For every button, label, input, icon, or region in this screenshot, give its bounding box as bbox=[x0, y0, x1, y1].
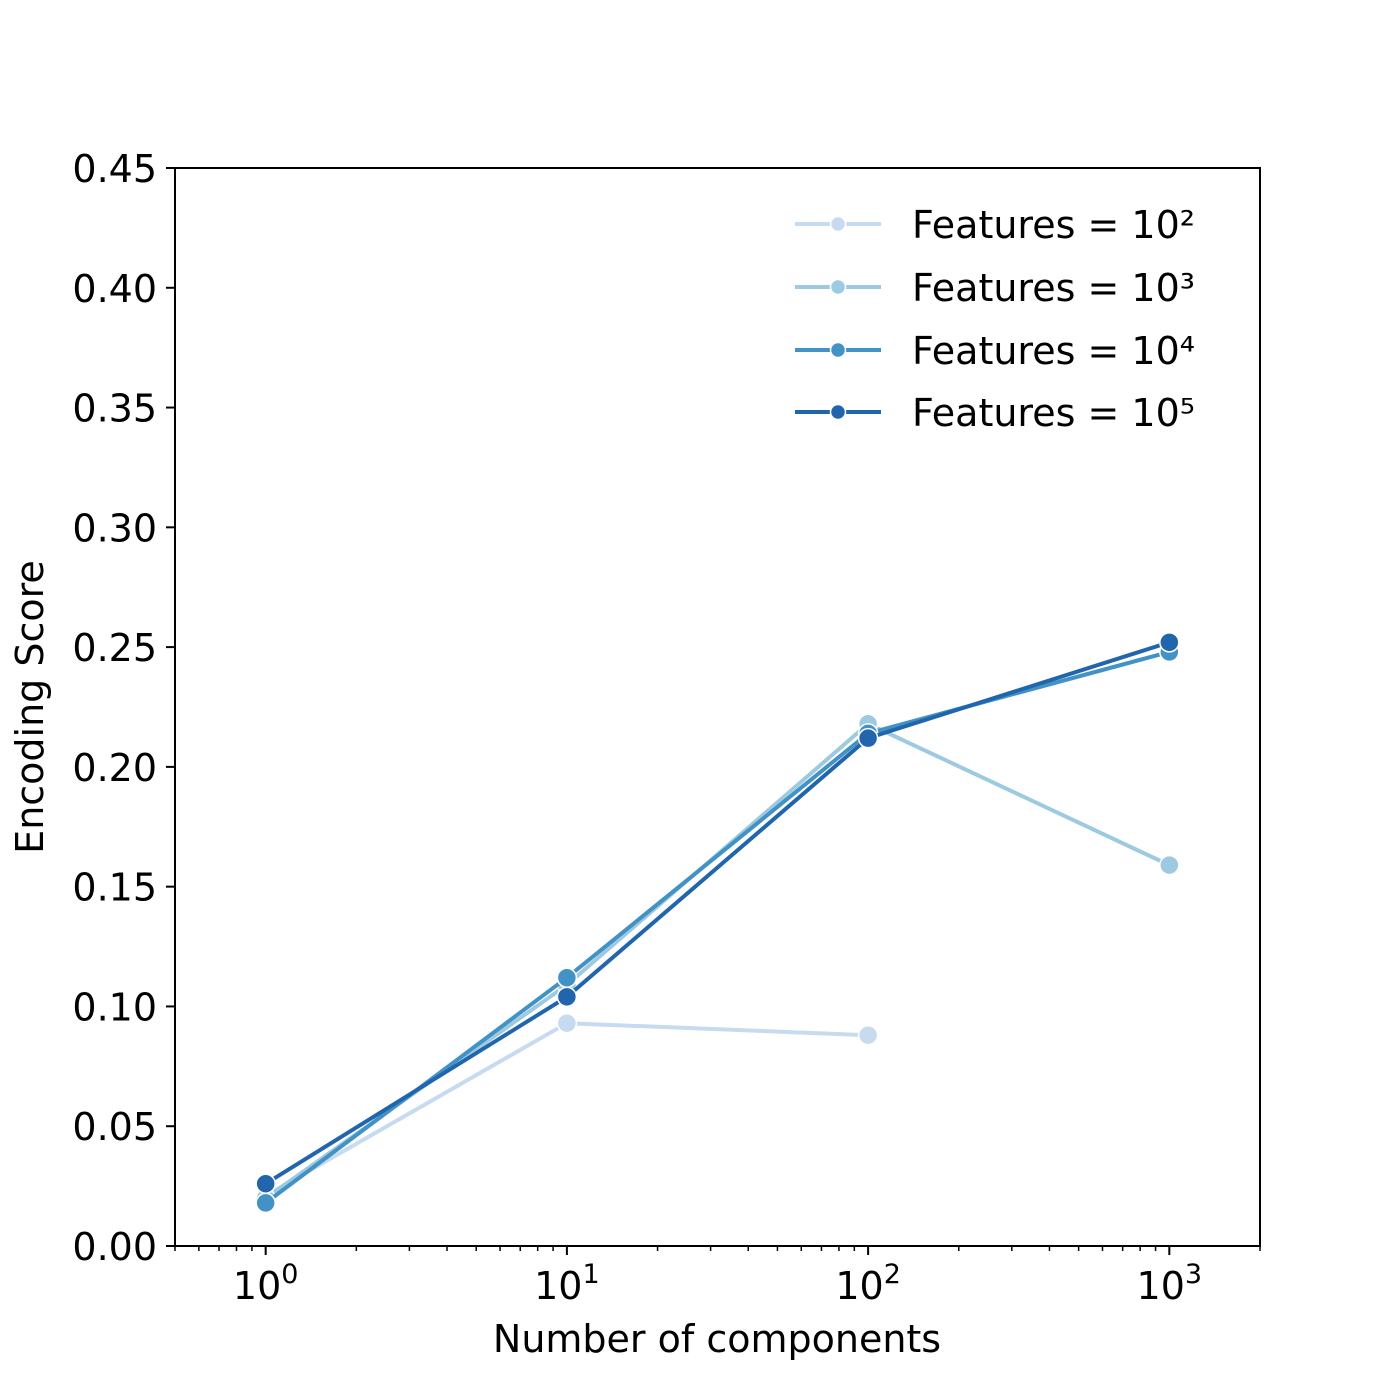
plot-area bbox=[175, 168, 1260, 1246]
data-point bbox=[556, 986, 578, 1008]
data-point bbox=[1159, 632, 1180, 653]
data-point bbox=[255, 1192, 276, 1214]
plot-frame bbox=[174, 167, 1261, 1247]
x-tick-label: 101 bbox=[534, 1259, 600, 1308]
y-tick-label: 0.00 bbox=[72, 1225, 157, 1269]
y-tick-label: 0.05 bbox=[72, 1105, 157, 1149]
y-tick-label: 0.40 bbox=[72, 267, 157, 311]
y-axis-ticks: 0.00 0.05 0.10 0.15 0.20 0.25 0.30 0.35 0.40 0.45 bbox=[72, 147, 175, 1269]
legend-marker bbox=[829, 403, 847, 421]
legend-marker bbox=[829, 341, 847, 359]
legend-label: Features = 10³ bbox=[912, 266, 1195, 310]
y-tick-label: 0.35 bbox=[72, 387, 157, 431]
data-point bbox=[556, 1012, 578, 1034]
legend-item: Features = 10³ bbox=[795, 266, 1195, 310]
data-point bbox=[857, 727, 879, 749]
legend-item: Features = 10⁵ bbox=[795, 391, 1195, 435]
y-tick-label: 0.20 bbox=[72, 746, 157, 790]
legend-label: Features = 10⁵ bbox=[912, 391, 1195, 435]
data-point bbox=[1159, 854, 1180, 876]
legend-label: Features = 10² bbox=[912, 203, 1195, 247]
series-4 bbox=[255, 632, 1180, 1194]
x-axis-title: Number of components bbox=[493, 1317, 941, 1361]
data-point bbox=[255, 1173, 276, 1194]
y-tick-label: 0.45 bbox=[72, 147, 157, 191]
x-axis-ticks: 100 101 102 103 bbox=[233, 1246, 1202, 1308]
y-axis-title: Encoding Score bbox=[8, 560, 52, 854]
legend-item: Features = 10² bbox=[795, 203, 1195, 247]
legend-marker bbox=[829, 278, 847, 296]
x-tick-label: 103 bbox=[1137, 1259, 1203, 1308]
legend-item: Features = 10⁴ bbox=[795, 329, 1195, 373]
legend-marker bbox=[829, 215, 847, 233]
data-point bbox=[857, 1024, 879, 1046]
series-line bbox=[263, 640, 1172, 1186]
y-tick-label: 0.25 bbox=[72, 626, 157, 670]
y-tick-label: 0.30 bbox=[72, 506, 157, 550]
y-tick-label: 0.10 bbox=[72, 985, 157, 1029]
legend: Features = 10² Features = 10³ Features = 1… bbox=[795, 203, 1195, 435]
x-tick-label: 102 bbox=[835, 1259, 901, 1308]
x-tick-label: 100 bbox=[233, 1259, 299, 1308]
series-layer bbox=[255, 632, 1180, 1214]
data-point bbox=[556, 967, 578, 988]
y-tick-label: 0.15 bbox=[72, 866, 157, 910]
legend-label: Features = 10⁴ bbox=[912, 329, 1195, 373]
